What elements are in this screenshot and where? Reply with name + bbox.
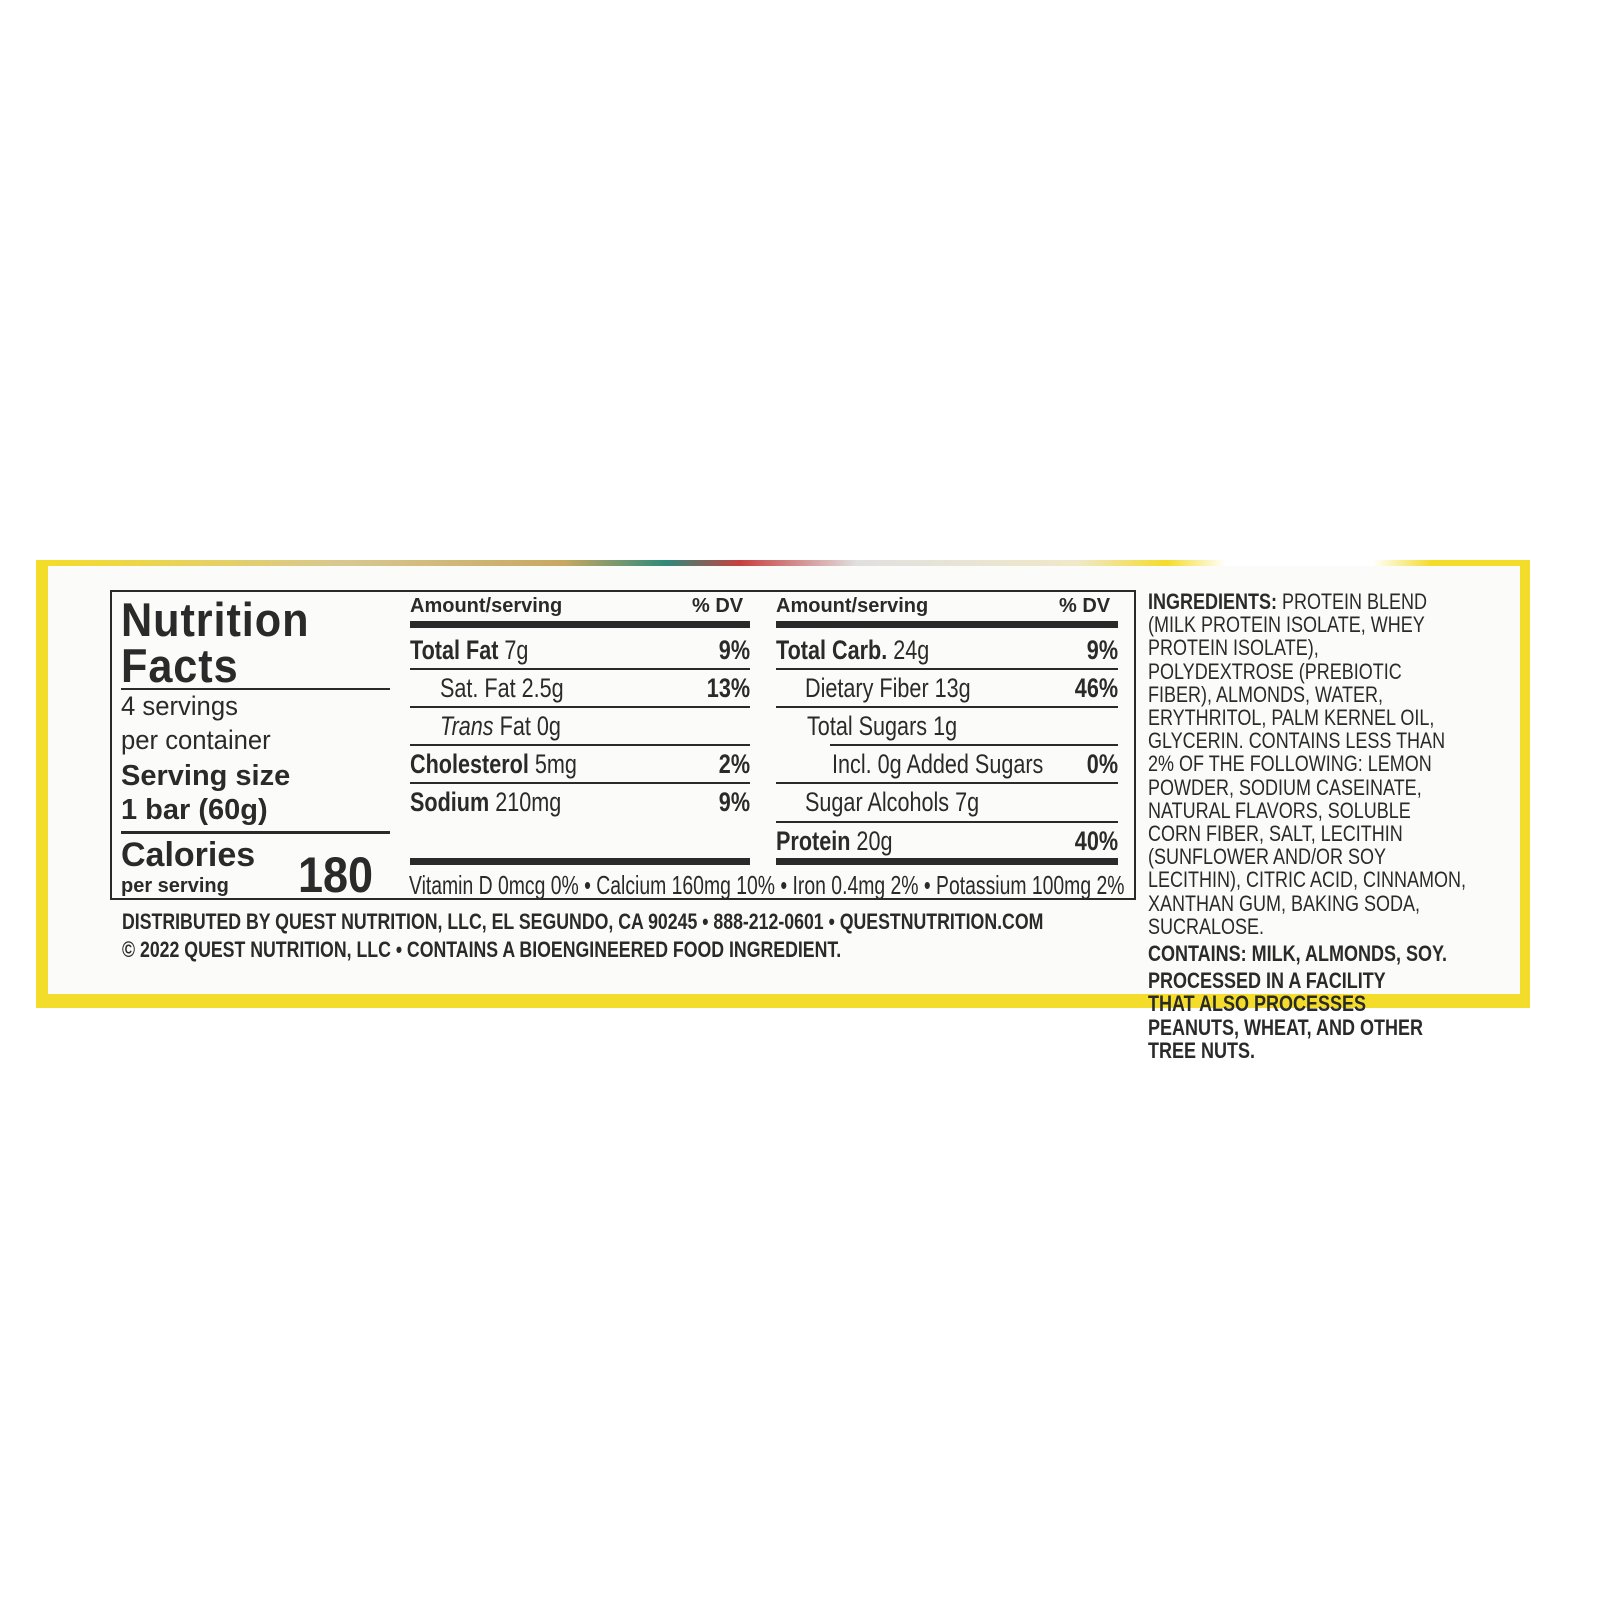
facility-warning: PROCESSED IN A FACILITY THAT ALSO PROCES… [1148,968,1424,1063]
serving-size-value: 1 bar (60g) [121,794,268,826]
divider [776,668,1118,670]
label-panel [48,566,1520,994]
divider [121,831,390,834]
divider [410,706,750,708]
ingredients-block: INGREDIENTS: PROTEIN BLEND (MILK PROTEIN… [1148,590,1548,1062]
divider [410,744,750,746]
divider [410,668,750,670]
serving-size-label: Serving size [121,760,291,792]
divider [410,782,750,784]
nutrient-row-trans-fat: Trans Fat 0g [440,711,561,741]
distributor-line: DISTRIBUTED BY QUEST NUTRITION, LLC, EL … [122,909,1044,934]
nutrient-row-added-sugars: Incl. 0g Added Sugars 0% [832,749,1118,779]
nutrient-row-protein: Protein 20g 40% [776,826,1118,856]
copyright-line: © 2022 QUEST NUTRITION, LLC • CONTAINS A… [122,937,842,962]
divider [830,744,1118,746]
thick-divider [776,858,1118,865]
nutrient-row-total-sugars: Total Sugars 1g [807,711,958,741]
thick-divider [410,621,750,628]
nutrient-row-cholesterol: Cholesterol 5mg 2% [410,749,750,779]
divider [776,821,1118,823]
nutrient-row-sat-fat: Sat. Fat 2.5g 13% [440,673,750,703]
nutrient-row-sodium: Sodium 210mg 9% [410,787,750,817]
calories-label: Calories [121,836,256,874]
thick-divider [410,858,750,865]
servings-per-container-sub: per container [121,725,271,755]
divider [776,782,1118,784]
package-artwork-strip [48,560,1520,566]
calories-value: 180 [298,847,374,903]
dv-header: % DV [692,595,744,617]
nutrition-facts-panel [110,590,1136,900]
nutrient-row-sugar-alcohols: Sugar Alcohols 7g [805,787,980,817]
calories-sub: per serving [121,875,229,897]
nutrient-row-total-carb: Total Carb. 24g 9% [776,635,1118,665]
micronutrients-line: Vitamin D 0mcg 0% • Calcium 160mg 10% • … [409,870,1125,900]
ingredients-text: INGREDIENTS: PROTEIN BLEND (MILK PROTEIN… [1148,589,1467,939]
nutrition-title-line2: Facts [121,639,239,692]
nutrient-row-dietary-fiber: Dietary Fiber 13g 46% [805,673,1118,703]
servings-per-container: 4 servings [121,691,238,721]
divider [776,706,1118,708]
dv-header: % DV [1059,595,1111,617]
nutrient-row-total-fat: Total Fat 7g 9% [410,635,750,665]
amount-header: Amount/serving [410,595,563,617]
allergen-contains: CONTAINS: MILK, ALMONDS, SOY. [1148,941,1447,967]
nutrition-title-line1: Nutrition [121,593,310,646]
divider [121,688,390,690]
thick-divider [776,621,1118,628]
amount-header: Amount/serving [776,595,929,617]
